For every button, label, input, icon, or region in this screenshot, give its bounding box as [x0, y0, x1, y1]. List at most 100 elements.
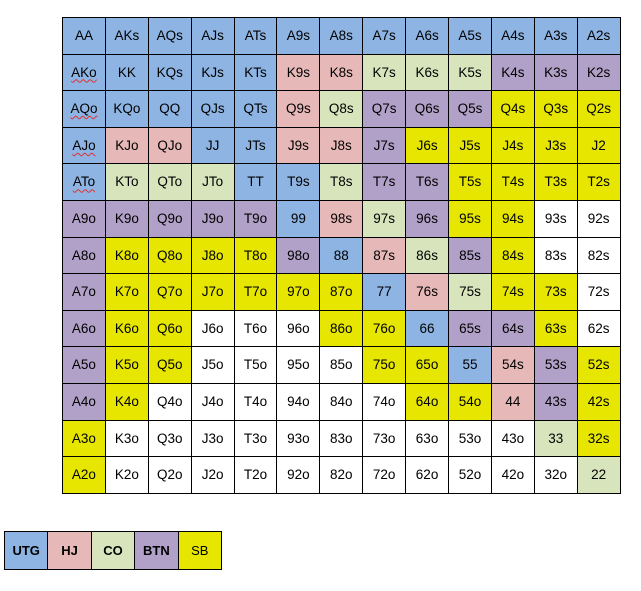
hand-label: A4o — [71, 393, 96, 409]
hand-label: T5s — [458, 174, 482, 190]
hand-cell: 73s — [533, 273, 578, 311]
hand-cell: 66 — [405, 309, 450, 348]
hand-label: 44 — [505, 393, 521, 409]
hand-label: Q7s — [371, 101, 397, 117]
grid-row: AKo KK KQs KJs KTs K9s K8s K7s K6s K5s K4s K3s K2s — [62, 53, 621, 92]
hand-label: Q6s — [414, 101, 440, 117]
hand-cell: A2s — [576, 17, 621, 55]
hand-cell: AJs — [190, 17, 235, 55]
hand-cell: 62s — [576, 309, 621, 348]
hand-cell: Q6s — [405, 90, 450, 128]
hand-label: QJs — [200, 101, 225, 117]
hand-label: 98o — [287, 247, 310, 263]
hand-label: 75o — [372, 357, 396, 373]
hand-cell: 86s — [405, 236, 450, 275]
hand-cell: J9o — [190, 199, 235, 238]
hand-label: J6o — [201, 320, 224, 336]
hand-cell: 96o — [276, 309, 321, 348]
hand-cell: 72s — [576, 273, 621, 311]
hand-cell: Q2o — [147, 456, 192, 494]
hand-cell: A8o — [62, 236, 106, 275]
hand-label: A9o — [71, 211, 96, 227]
hand-label: 73o — [372, 430, 396, 446]
hand-cell: 33 — [533, 419, 578, 458]
hand-cell: J8s — [319, 126, 364, 165]
hand-label: K3s — [544, 64, 568, 80]
hand-cell: T3o — [233, 419, 278, 458]
hand-cell: Q4o — [147, 382, 192, 421]
hand-cell: K5o — [104, 346, 149, 384]
hand-cell: K5s — [448, 53, 492, 92]
hand-cell: Q5o — [147, 346, 192, 384]
hand-label: AKo — [71, 64, 97, 80]
hand-label: T3s — [544, 174, 567, 190]
hand-cell: Q5s — [448, 90, 492, 128]
hand-label: J7s — [373, 137, 395, 153]
hand-label: T9o — [243, 211, 268, 227]
hand-cell: A5o — [62, 346, 106, 384]
hand-cell: J7s — [362, 126, 407, 165]
hand-cell: A9s — [276, 17, 321, 55]
hand-cell: T2o — [233, 456, 278, 494]
hand-cell: Q3s — [533, 90, 578, 128]
hand-label: J8s — [330, 137, 352, 153]
hand-label: T2s — [587, 174, 610, 190]
hand-cell: 54o — [448, 382, 492, 421]
hand-label: JJ — [205, 137, 220, 153]
hand-label: 93s — [544, 211, 567, 227]
grid-row: ATo KTo QTo JTo TT T9s T8s T7s T6s T5s T4s T3s T2s — [62, 163, 621, 201]
hand-cell: A6s — [405, 17, 450, 55]
hand-cell: A2o — [62, 456, 106, 494]
hand-label: J9o — [201, 211, 224, 227]
hand-label: QJo — [157, 137, 183, 153]
hand-cell: J5o — [190, 346, 235, 384]
hand-label: 54s — [501, 357, 524, 373]
grid-row: A2o K2o Q2o J2o T2o 92o 82o 72o 62o 52o 42o 32o 22 — [62, 456, 621, 494]
hand-label: T7s — [372, 174, 396, 190]
hand-cell: QJs — [190, 90, 235, 128]
hand-label: 54o — [458, 393, 482, 409]
hand-cell: AQo — [62, 90, 106, 128]
hand-label: 62s — [587, 320, 610, 336]
hand-cell: 96s — [405, 199, 450, 238]
hand-label: A5s — [458, 28, 482, 44]
hand-label: 96o — [287, 320, 310, 336]
hand-cell: 93s — [533, 199, 578, 238]
hand-cell: A4s — [490, 17, 535, 55]
hand-cell: J3o — [190, 419, 235, 458]
hand-cell: 52o — [448, 456, 492, 494]
hand-cell: 76s — [405, 273, 450, 311]
hand-label: T4o — [243, 393, 268, 409]
hand-cell: Q8s — [319, 90, 364, 128]
grid-row: A7o K7o Q7o J7o T7o 97o 87o 77 76s 75s 74s 73s 72s — [62, 273, 621, 311]
hand-cell: 84o — [319, 382, 364, 421]
hand-label: 32o — [544, 467, 567, 483]
hand-cell: Q3o — [147, 419, 192, 458]
hand-cell: AQs — [147, 17, 192, 55]
hand-label: A6s — [415, 28, 439, 44]
hand-label: JTs — [245, 137, 266, 153]
hand-cell: A7o — [62, 273, 106, 311]
hand-label: 99 — [290, 211, 306, 227]
hand-label: J2o — [201, 467, 224, 483]
hand-cell: T6s — [405, 163, 450, 201]
hand-label: AQs — [156, 28, 183, 44]
hand-cell: JTs — [233, 126, 278, 165]
hand-cell: K8s — [319, 53, 364, 92]
hand-label: 97o — [287, 284, 310, 300]
hand-label: 74o — [372, 393, 396, 409]
hand-label: Q8s — [328, 101, 354, 117]
hand-cell: A9o — [62, 199, 106, 238]
hand-label: 72s — [587, 284, 610, 300]
hand-cell: J4s — [490, 126, 535, 165]
hand-label: 43o — [501, 430, 525, 446]
hand-label: 52o — [458, 467, 482, 483]
hand-label: T8s — [330, 174, 353, 190]
hand-label: 83o — [330, 430, 353, 446]
hand-cell: T9s — [276, 163, 321, 201]
hand-label: 87s — [373, 247, 396, 263]
hand-cell: 98s — [319, 199, 364, 238]
hand-cell: K3s — [533, 53, 578, 92]
hand-label: 65s — [459, 320, 481, 336]
hand-cell: T8o — [233, 236, 278, 275]
